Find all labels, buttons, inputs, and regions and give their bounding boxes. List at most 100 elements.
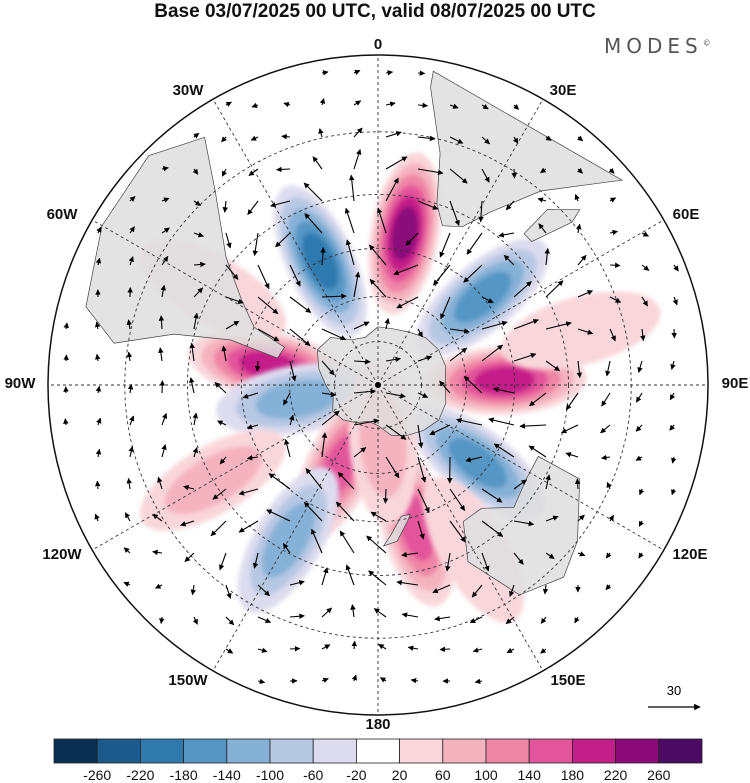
wind-vector-arrow bbox=[335, 501, 355, 522]
wind-vector-arrow bbox=[129, 226, 135, 234]
wind-vector-arrow bbox=[396, 296, 419, 309]
wind-vector-arrow bbox=[561, 424, 579, 434]
wind-vector-arrow bbox=[152, 549, 163, 556]
longitude-label: 150E bbox=[550, 672, 586, 689]
wind-vector-arrow bbox=[481, 488, 503, 503]
wind-vector-arrow bbox=[439, 380, 451, 394]
wind-vector-arrow bbox=[449, 347, 468, 362]
new-zealand-landmass bbox=[382, 513, 411, 547]
wind-vector-arrow bbox=[353, 447, 367, 458]
wind-vector-arrow bbox=[638, 488, 645, 496]
wind-vector-arrow bbox=[417, 70, 426, 76]
wind-vector-arrow bbox=[512, 136, 519, 144]
wind-vector-arrow bbox=[321, 328, 347, 341]
meridian-line bbox=[91, 384, 379, 551]
wind-vector-arrow bbox=[337, 471, 355, 490]
colorbar-swatch bbox=[572, 738, 617, 764]
wind-vector-arrow bbox=[225, 320, 240, 330]
land-masses bbox=[85, 70, 624, 596]
wind-vector-arrow bbox=[513, 552, 524, 565]
wind-vector-arrow bbox=[321, 567, 329, 586]
map-title: Base 03/07/2025 00 UTC, valid 08/07/2025… bbox=[154, 1, 596, 22]
wind-vector-arrow bbox=[609, 296, 622, 303]
colorbar-tick-label: 60 bbox=[435, 767, 451, 783]
wind-vector-arrow bbox=[385, 424, 407, 440]
wind-vector-arrow bbox=[481, 136, 491, 145]
wind-vector-arrow bbox=[217, 420, 227, 426]
wind-vector-arrow bbox=[95, 480, 101, 490]
wind-vector-arrow bbox=[600, 424, 611, 434]
wind-vector-arrow bbox=[257, 328, 280, 342]
colorbar-swatch bbox=[528, 738, 573, 764]
wind-vector-arrow bbox=[160, 284, 166, 298]
wind-vector-arrow bbox=[513, 318, 539, 330]
wind-vector-arrow bbox=[382, 488, 389, 504]
polar-stereographic-map: 30 bbox=[47, 54, 709, 716]
wind-vector-arrow bbox=[601, 392, 611, 407]
wind-vector-arrow bbox=[385, 156, 408, 170]
wind-vector-arrow bbox=[369, 278, 387, 298]
wind-vector-arrow bbox=[63, 322, 69, 330]
wind-vector-arrow bbox=[385, 70, 394, 76]
wind-vector-arrow bbox=[670, 360, 676, 370]
colorbar-tick-label: 20 bbox=[392, 767, 408, 783]
colorbar-swatch bbox=[53, 738, 98, 764]
wind-vector-arrow bbox=[161, 227, 170, 234]
wind-vector-arrow bbox=[513, 352, 537, 362]
wind-vector-arrow bbox=[493, 386, 515, 394]
wind-vector-arrow bbox=[257, 584, 271, 597]
colorbar-swatch bbox=[399, 738, 444, 764]
wind-vector-arrow bbox=[635, 424, 643, 432]
wind-vector-arrow bbox=[417, 168, 444, 176]
longitude-label: 60E bbox=[672, 206, 700, 223]
longitude-label: 90W bbox=[4, 375, 36, 392]
wind-vector-arrow bbox=[635, 392, 643, 403]
wind-vector-arrow bbox=[289, 296, 312, 314]
wind-vector-arrow bbox=[672, 296, 678, 306]
wind-vector-arrow bbox=[96, 226, 102, 234]
wind-vector-arrow bbox=[289, 328, 311, 347]
wind-vector-arrow bbox=[282, 543, 291, 554]
wind-vector-arrow bbox=[545, 552, 555, 560]
wind-vector-arrow bbox=[238, 520, 259, 533]
wind-vector-arrow bbox=[609, 229, 619, 236]
wind-vector-arrow bbox=[320, 247, 326, 266]
longitude-label: 120E bbox=[672, 546, 708, 563]
wind-vector-arrow bbox=[385, 177, 399, 202]
longitude-label: 30E bbox=[549, 82, 577, 99]
wind-vector-arrow bbox=[417, 424, 424, 449]
wind-vector-arrow bbox=[565, 392, 579, 411]
wind-vector-arrow bbox=[481, 296, 494, 304]
wind-vector-arrow bbox=[180, 520, 195, 527]
wind-vector-arrow bbox=[321, 70, 329, 76]
wind-vector-arrow bbox=[192, 616, 198, 625]
wind-vector-arrow bbox=[393, 264, 419, 276]
wind-vector-arrow bbox=[417, 200, 439, 210]
wind-vector-arrow bbox=[284, 438, 291, 458]
wind-vector-arrow bbox=[289, 613, 305, 619]
wind-vector-arrow bbox=[577, 328, 594, 335]
longitude-label: 30W bbox=[172, 82, 204, 99]
colorbar-swatch bbox=[96, 738, 141, 764]
wind-vector-arrow bbox=[184, 552, 195, 562]
wind-vector-arrow bbox=[222, 200, 229, 213]
colorbar-swatches bbox=[53, 738, 703, 764]
colorbar-swatch bbox=[485, 738, 530, 764]
wind-vector-arrow bbox=[321, 644, 331, 650]
wind-vector-arrow bbox=[152, 513, 163, 522]
wind-vector-arrow bbox=[472, 647, 483, 653]
colorbar-tick-label: -260 bbox=[83, 767, 111, 783]
wind-vector-arrow bbox=[124, 512, 131, 522]
wind-vector-arrow bbox=[238, 488, 259, 496]
wind-vector-arrow bbox=[537, 197, 547, 203]
wind-vector-arrow bbox=[252, 232, 259, 257]
wind-vector-arrow bbox=[538, 223, 547, 234]
wind-vector-arrow bbox=[95, 385, 102, 394]
wind-vector-arrow bbox=[353, 69, 361, 75]
wind-vector-arrow bbox=[433, 264, 451, 286]
wind-vector-arrow bbox=[193, 261, 206, 268]
brand-text: MODES bbox=[604, 34, 703, 58]
wind-vector-arrow bbox=[321, 391, 337, 398]
wind-vector-arrow bbox=[339, 530, 355, 554]
wind-vector-arrow bbox=[540, 616, 547, 624]
